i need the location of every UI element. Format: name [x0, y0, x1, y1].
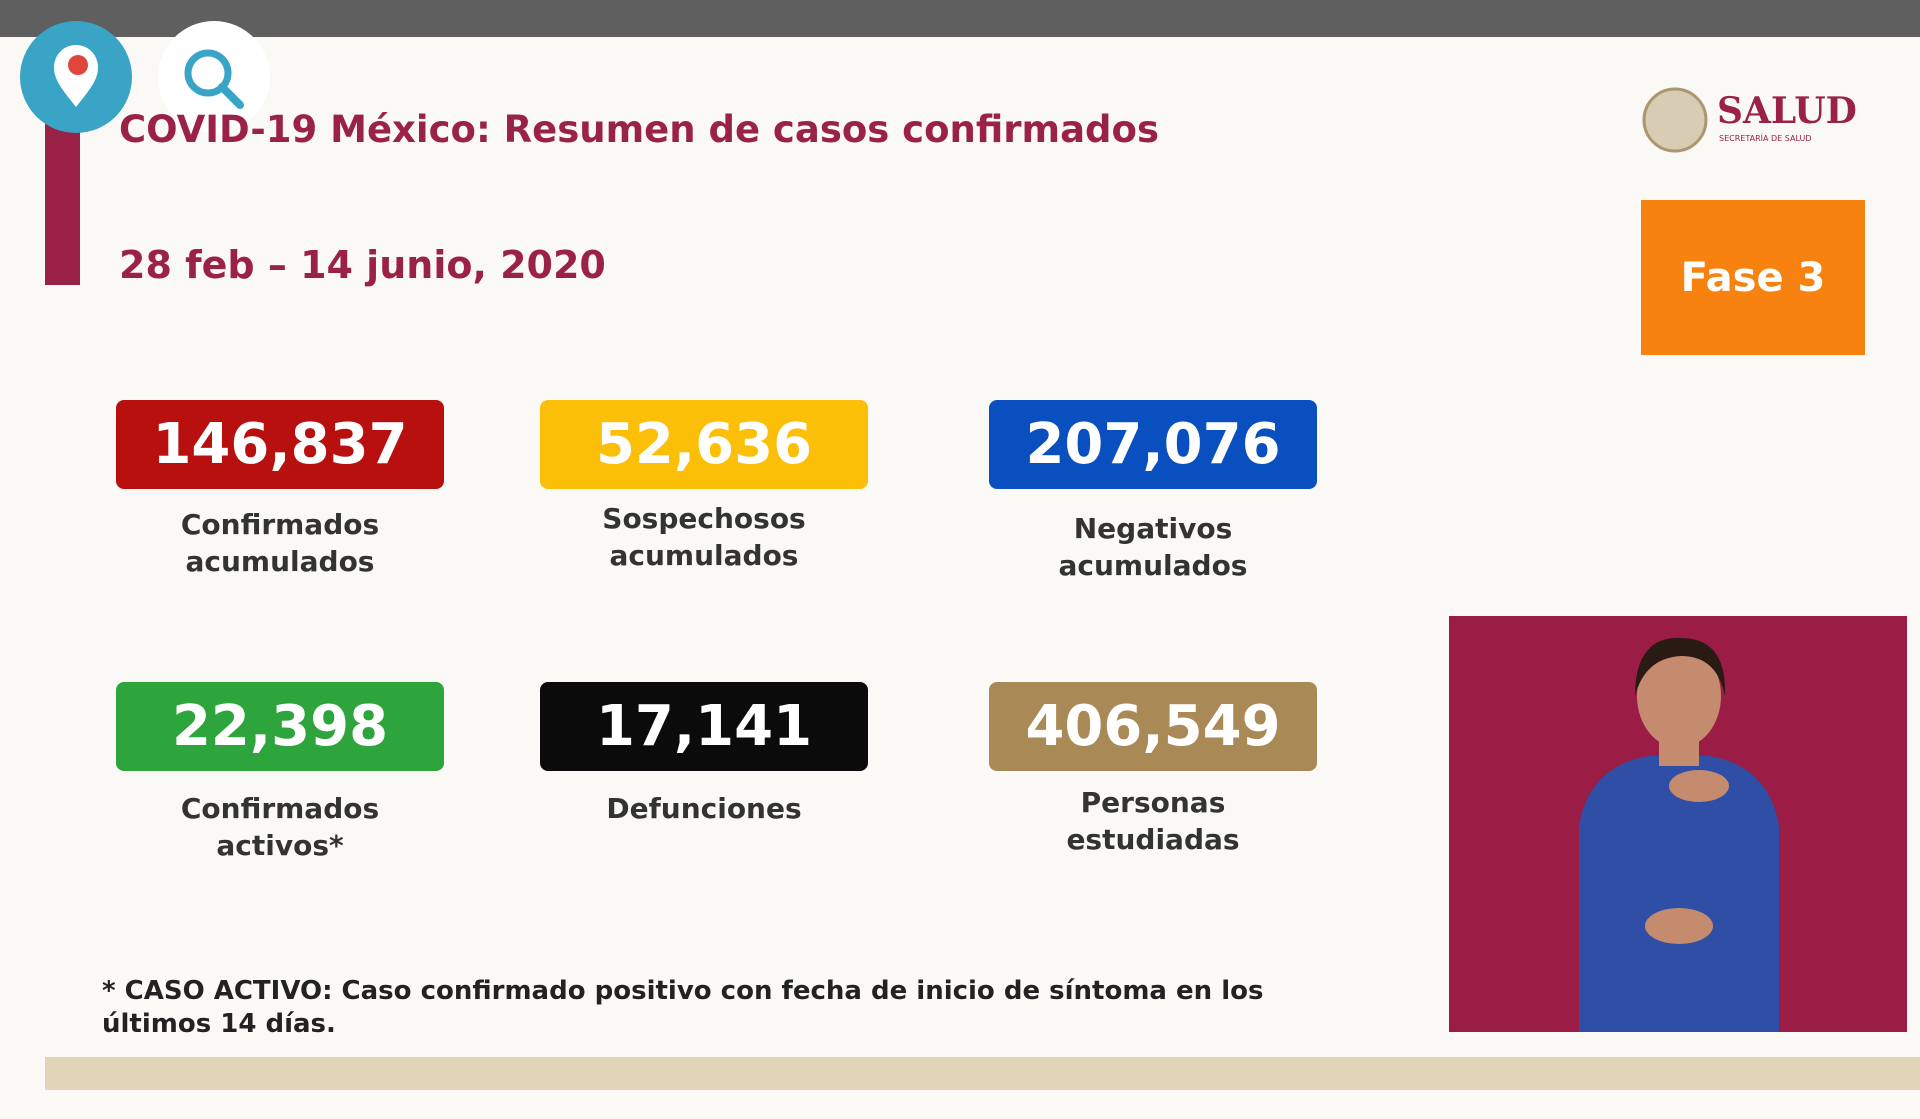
title: COVID-19 México: Resumen de casos confir…: [119, 108, 1159, 151]
logo-name: SALUD: [1717, 90, 1857, 132]
logo: SALUD SECRETARÍA DE SALUD: [1641, 86, 1867, 156]
stat-value: 207,076: [989, 400, 1317, 489]
stat-label: estudiadas: [1066, 823, 1240, 856]
interpreter-video: [1449, 616, 1907, 1032]
stat-label: Confirmados: [180, 508, 380, 541]
stat-label: Sospechosos: [602, 502, 806, 535]
stat-value: 52,636: [540, 400, 868, 489]
stat-label: Negativos: [1073, 512, 1233, 545]
periscope-button[interactable]: [20, 21, 132, 133]
search-icon: [184, 49, 244, 109]
stat-label: activos*: [216, 829, 344, 862]
accent-bar: [45, 116, 80, 285]
stat-label: acumulados: [185, 545, 375, 578]
stat-value: 406,549: [989, 682, 1317, 771]
footnote-line: * CASO ACTIVO: Caso confirmado positivo …: [102, 976, 1264, 1006]
periscope-icon: [54, 45, 98, 107]
stat-label: Defunciones: [606, 792, 802, 825]
stat-label: acumulados: [609, 539, 799, 572]
stat-value: 22,398: [116, 682, 444, 771]
date-range: 28 feb – 14 junio, 2020: [119, 243, 606, 287]
top-bar: [0, 0, 1920, 37]
stat-label: Confirmados: [180, 792, 380, 825]
bottom-band: [45, 1057, 1920, 1090]
search-button[interactable]: [158, 21, 270, 133]
phase-badge: Fase 3: [1641, 200, 1865, 355]
stat-value: 146,837: [116, 400, 444, 489]
stat-label: Personas: [1080, 786, 1226, 819]
logo-subtitle: SECRETARÍA DE SALUD: [1719, 134, 1812, 143]
logo-seal: [1642, 87, 1708, 153]
footnote-line: últimos 14 días.: [102, 1009, 336, 1039]
stat-label: acumulados: [1058, 549, 1248, 582]
interpreter-figure: [1579, 637, 1779, 1032]
stat-value: 17,141: [540, 682, 868, 771]
